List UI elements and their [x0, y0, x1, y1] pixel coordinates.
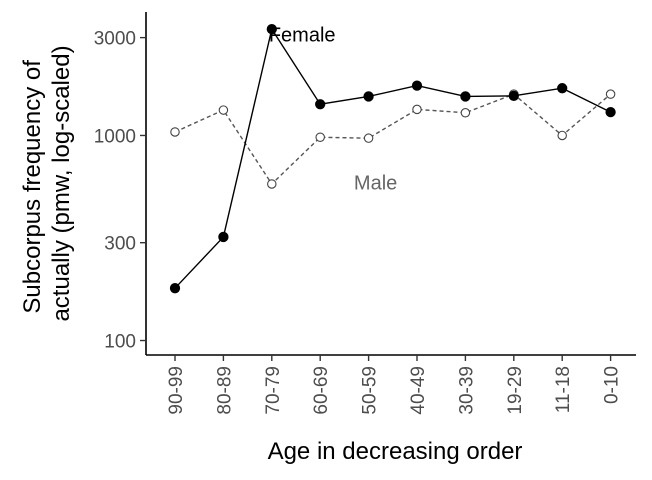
x-tick-label: 70-79 [263, 366, 284, 415]
series-female-point [363, 91, 374, 102]
series-female-line [174, 27, 611, 289]
series-female-point [169, 283, 181, 294]
series-male-point [557, 130, 567, 141]
series-female-point [315, 99, 326, 110]
series-female-point [508, 90, 519, 102]
y-axis-ticks: 100 300 1000 3000 [94, 29, 146, 353]
series-layer [169, 23, 616, 294]
y-tick-label: 300 [104, 234, 136, 255]
series-female-point [411, 80, 423, 91]
y-axis-title-line-2: actually (pmw, log-scaled) [48, 45, 75, 321]
x-tick-label: 80-89 [214, 366, 235, 415]
series-male-point [218, 105, 229, 115]
x-axis-ticks: 90-99 80-89 70-79 60-69 50-59 40-49 30-39 19-29… [166, 355, 623, 415]
series-male-point [170, 127, 180, 137]
x-tick-label: 0-10 [602, 366, 623, 404]
series-male-point [460, 108, 471, 118]
axes [145, 12, 636, 356]
y-tick-label: 100 [104, 332, 136, 353]
series-female-point [557, 83, 568, 94]
y-tick-label: 3000 [94, 29, 136, 50]
y-axis-title: Subcorpus frequency of actually (pmw, lo… [19, 45, 75, 321]
series-female-point [605, 106, 616, 118]
series-male-point [363, 133, 374, 143]
y-tick-label: 1000 [94, 126, 136, 147]
x-tick-label: 30-39 [456, 366, 477, 415]
x-tick-label: 60-69 [311, 366, 332, 415]
series-male-point [412, 104, 422, 115]
series-label-male: Male [354, 172, 397, 194]
series-female-point [218, 231, 229, 243]
series-male-line [174, 93, 612, 186]
series-male-point [267, 179, 277, 189]
x-tick-label: 19-29 [505, 366, 526, 415]
series-female-point [460, 91, 471, 102]
series-male-point [605, 89, 616, 99]
x-tick-label: 11-18 [553, 366, 574, 413]
x-tick-label: 50-59 [360, 366, 381, 415]
series-male-point [315, 132, 325, 143]
series-female-point [266, 23, 277, 35]
series-label-female: Female [269, 25, 336, 47]
series-labels: Female Male [269, 25, 397, 195]
series-female [169, 23, 616, 294]
x-tick-label: 90-99 [166, 366, 187, 415]
y-axis-title-line-1: Subcorpus frequency of [19, 60, 46, 314]
x-tick-label: 40-49 [408, 366, 429, 415]
x-axis-title: Age in decreasing order [268, 438, 523, 465]
